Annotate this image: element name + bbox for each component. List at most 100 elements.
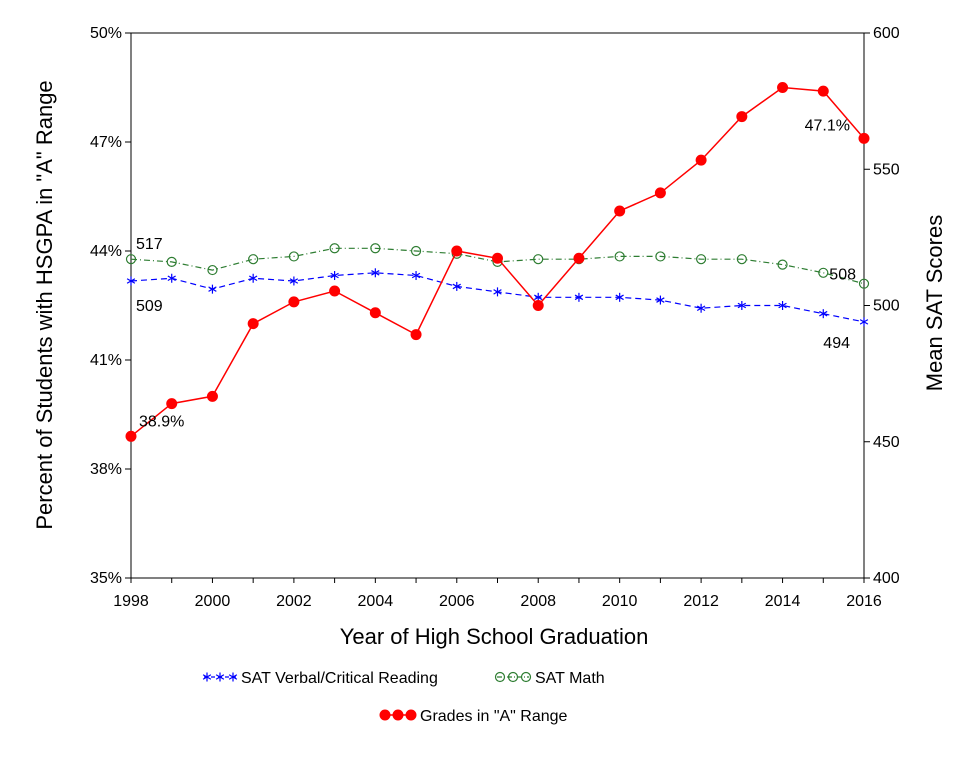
plot-frame	[130, 32, 865, 579]
point-star	[696, 303, 706, 313]
y-right-tick-label: 500	[873, 298, 900, 315]
point-star	[167, 273, 176, 283]
point-open-circle	[494, 671, 506, 683]
y-right-axis-label: Mean SAT Scores	[922, 215, 947, 391]
data-label: 494	[823, 335, 850, 352]
y-right-tick-label: 550	[873, 161, 900, 178]
x-axis-label: Year of High School Graduation	[340, 624, 649, 649]
series-math-line	[130, 247, 865, 285]
legend-label-math: SAT Math	[535, 670, 605, 687]
x-tick-label: 2008	[520, 593, 556, 610]
data-label: 47.1%	[805, 117, 850, 134]
x-tick-label: 2012	[683, 593, 719, 610]
point-filled-circle	[206, 390, 218, 402]
y-left-tick-label: 44%	[90, 243, 122, 260]
point-open-circle	[520, 671, 532, 683]
x-tick-label: 2004	[358, 593, 394, 610]
x-tick-label: 2000	[195, 593, 231, 610]
point-filled-circle	[288, 296, 300, 308]
point-filled-circle	[573, 252, 585, 264]
point-open-circle	[736, 254, 747, 265]
legend-label-verbal: SAT Verbal/Critical Reading	[241, 670, 438, 687]
point-filled-circle	[247, 318, 259, 330]
point-filled-circle	[166, 398, 178, 410]
legend-item-grades: Grades in "A" Range	[379, 708, 568, 725]
point-star	[493, 287, 502, 297]
x-tick-label: 2002	[276, 593, 312, 610]
legend-item-math: SAT Math	[494, 670, 605, 687]
y-left-axis-label: Percent of Students with HSGPA in "A" Ra…	[32, 80, 57, 529]
point-filled-circle	[777, 82, 789, 93]
y-left-tick-label: 35%	[90, 570, 122, 587]
y-left-tick-label: 47%	[90, 134, 122, 151]
point-star	[615, 292, 624, 302]
point-open-circle	[655, 251, 666, 262]
annotation-layer: 517 509 38.9% 47.1% 508 494	[136, 117, 856, 430]
point-open-circle	[858, 278, 870, 289]
point-star	[819, 309, 828, 319]
point-star	[228, 672, 238, 682]
point-filled-circle	[532, 300, 544, 311]
data-label: 509	[136, 298, 163, 315]
point-star	[778, 301, 787, 310]
point-filled-circle	[451, 245, 463, 257]
point-star	[574, 292, 584, 302]
point-filled-circle	[405, 709, 417, 721]
point-filled-circle	[492, 252, 503, 264]
point-star	[656, 295, 665, 305]
y-right-tick-label: 450	[873, 434, 900, 451]
point-star	[452, 281, 461, 291]
x-tick-label: 1998	[113, 593, 149, 610]
series-verbal-line	[130, 272, 865, 323]
y-left-tick-label: 41%	[90, 352, 122, 369]
y-left-axis: 35% 38% 41% 44% 47% 50%	[90, 25, 131, 587]
x-tick-label: 2016	[846, 593, 882, 610]
x-tick-label: 2010	[602, 593, 638, 610]
point-open-circle	[166, 256, 177, 267]
point-open-circle	[777, 259, 788, 270]
point-filled-circle	[379, 709, 391, 721]
point-star	[859, 317, 869, 327]
point-filled-circle	[654, 187, 666, 199]
y-left-tick-label: 50%	[90, 25, 122, 42]
point-filled-circle	[695, 154, 707, 166]
point-open-circle	[329, 243, 340, 254]
data-label: 38.9%	[139, 413, 184, 430]
point-filled-circle	[817, 85, 829, 97]
legend-label-grades: Grades in "A" Range	[420, 708, 568, 725]
point-open-circle	[248, 254, 259, 265]
point-star	[208, 284, 217, 294]
point-filled-circle	[410, 329, 422, 341]
point-open-circle	[410, 245, 422, 257]
point-star	[289, 276, 299, 286]
x-tick-label: 2014	[765, 593, 801, 610]
point-open-circle	[818, 267, 829, 278]
point-star	[737, 301, 747, 310]
point-star	[248, 273, 258, 283]
x-axis: 1998 2000 2002 2004 2006 2008 2010 2012 2014 2016	[113, 578, 882, 610]
point-star	[126, 276, 136, 286]
series-math	[125, 243, 870, 289]
x-tick-label: 2006	[439, 593, 475, 610]
point-star	[371, 268, 380, 278]
point-open-circle	[614, 251, 625, 262]
point-open-circle	[288, 251, 299, 262]
legend-item-verbal: SAT Verbal/Critical Reading	[202, 670, 438, 687]
point-star	[411, 271, 421, 281]
point-star	[215, 672, 225, 682]
y-right-axis: 400 450 500 550 600	[864, 25, 900, 587]
y-right-tick-label: 400	[873, 570, 900, 587]
point-filled-circle	[736, 111, 748, 123]
series-layer	[125, 82, 870, 442]
point-filled-circle	[329, 285, 341, 297]
point-open-circle	[696, 254, 707, 265]
data-label: 517	[136, 236, 163, 253]
point-star	[202, 672, 212, 682]
point-filled-circle	[858, 132, 870, 144]
point-filled-circle	[369, 307, 381, 319]
point-open-circle	[533, 254, 544, 265]
series-verbal	[126, 268, 869, 327]
point-star	[330, 271, 339, 281]
